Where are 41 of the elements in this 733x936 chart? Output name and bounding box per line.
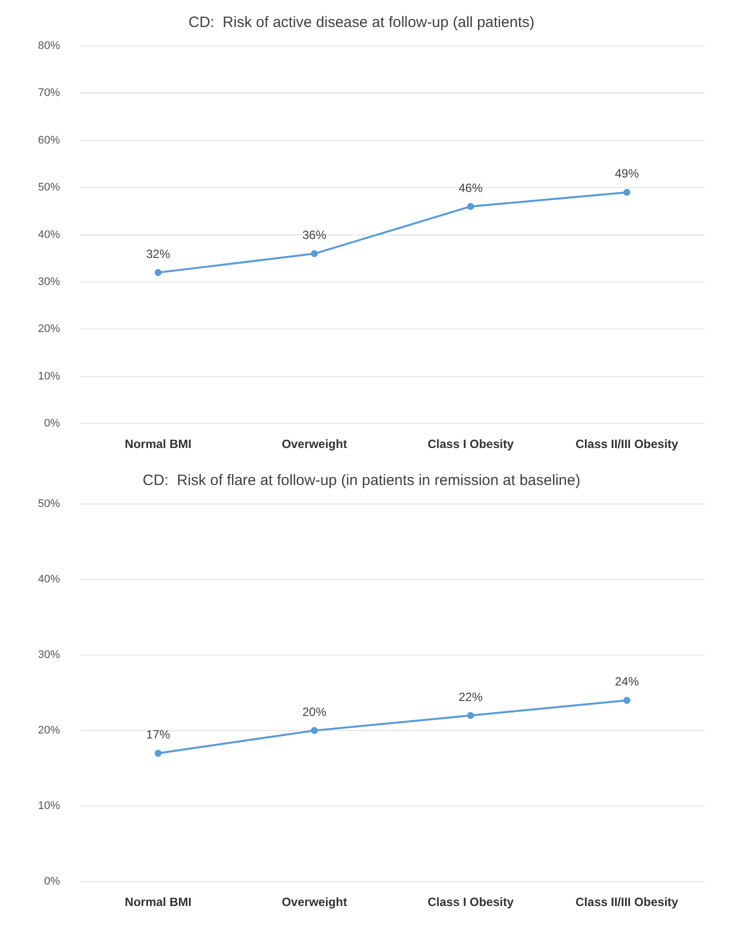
- y-tick-label: 30%: [38, 649, 60, 662]
- x-tick-label: Overweight: [282, 437, 348, 452]
- y-tick-label: 20%: [38, 323, 60, 336]
- y-tick-label: 10%: [38, 800, 60, 812]
- data-label: 20%: [302, 704, 327, 719]
- x-tick-label: Normal BMI: [124, 895, 192, 910]
- point: [310, 250, 318, 258]
- point: [467, 202, 474, 210]
- y-tick-label: 30%: [38, 276, 60, 288]
- point: [154, 750, 162, 757]
- y-tick-label: 20%: [38, 724, 60, 737]
- y-tick-label: 0%: [44, 418, 60, 430]
- y-tick-label: 50%: [38, 498, 60, 510]
- point: [154, 269, 162, 276]
- data-label: 22%: [458, 690, 483, 704]
- y-tick-label: 70%: [38, 87, 60, 100]
- data-label: 17%: [146, 728, 170, 742]
- y-tick-label: 60%: [38, 134, 60, 146]
- point: [623, 696, 630, 704]
- chart-title: CD: Risk of flare at follow-up (in patients in remission at baseline): [142, 472, 580, 490]
- x-tick-label: Class I Obesity: [428, 437, 514, 452]
- data-label: 24%: [614, 674, 640, 689]
- y-tick-label: 40%: [38, 574, 60, 586]
- data-label: 32%: [146, 246, 170, 261]
- data-label: 36%: [302, 228, 327, 242]
- y-tick-label: 0%: [44, 876, 60, 888]
- x-tick-label: Overweight: [282, 895, 348, 910]
- point: [623, 188, 630, 196]
- x-tick-label: Class II/III Obesity: [576, 437, 679, 452]
- chart-title: CD: Risk of active disease at follow-up (all patients): [188, 14, 534, 32]
- y-tick-label: 80%: [38, 40, 60, 52]
- point: [310, 727, 318, 734]
- x-tick-label: Normal BMI: [124, 437, 192, 452]
- data-label: 46%: [458, 180, 483, 195]
- y-tick-label: 40%: [38, 228, 60, 241]
- y-tick-label: 10%: [38, 370, 60, 382]
- x-tick-label: Class I Obesity: [428, 895, 514, 910]
- point: [467, 712, 474, 719]
- x-tick-label: Class II/III Obesity: [576, 895, 679, 910]
- y-tick-label: 50%: [38, 182, 60, 194]
- data-label: 49%: [614, 166, 640, 181]
